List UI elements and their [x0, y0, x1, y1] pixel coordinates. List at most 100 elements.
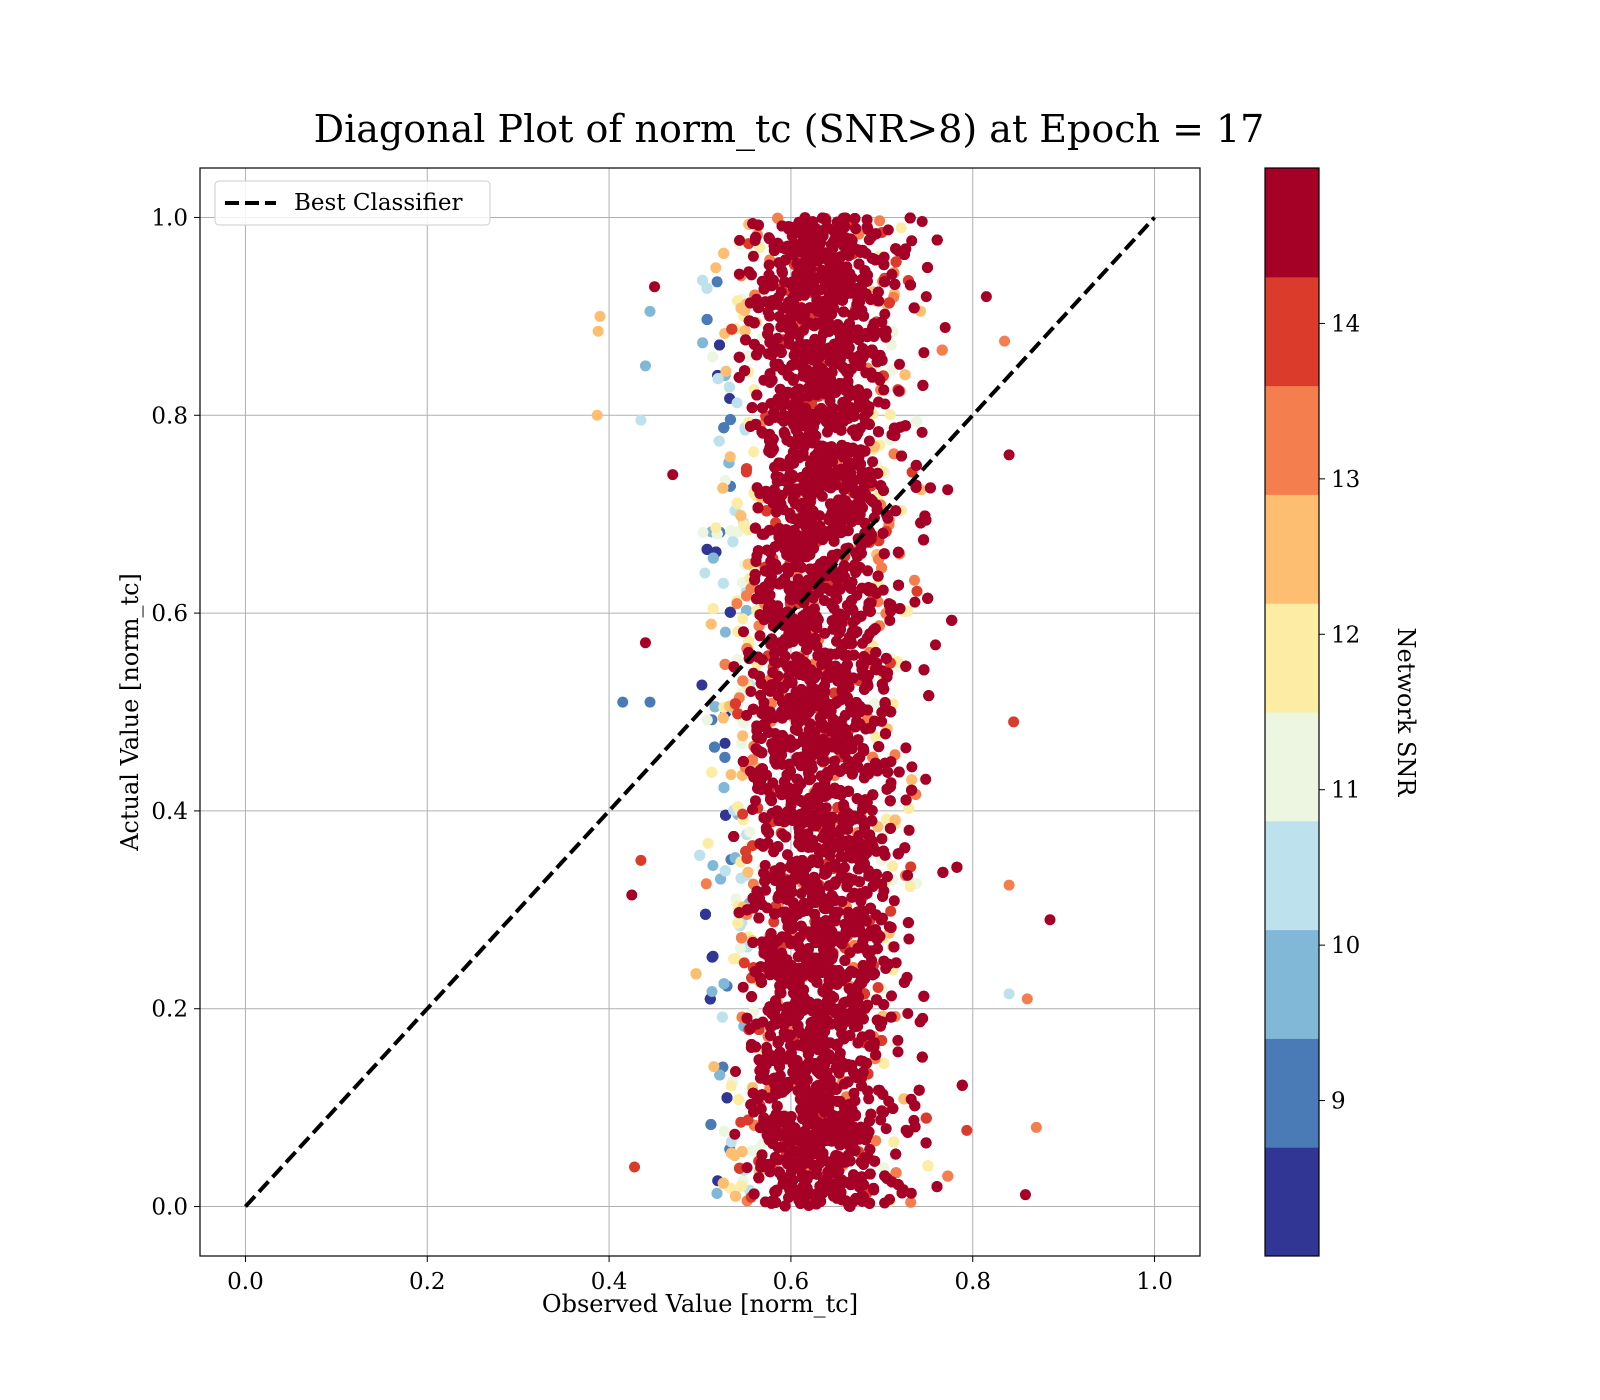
scatter-point: [759, 859, 771, 871]
scatter-point: [706, 766, 718, 778]
scatter-point: [796, 313, 808, 325]
scatter-point: [710, 522, 722, 534]
scatter-point: [717, 482, 729, 494]
scatter-point: [768, 612, 779, 624]
scatter-point: [743, 266, 755, 278]
scatter-point: [718, 422, 730, 434]
scatter-point: [709, 701, 721, 713]
scatter-point: [887, 860, 899, 872]
scatter-point: [724, 414, 736, 426]
scatter-point: [718, 247, 730, 259]
scatter-point: [876, 833, 888, 845]
scatter-point: [851, 715, 863, 727]
scatter-point: [880, 652, 892, 664]
scatter-point: [761, 505, 772, 517]
scatter-point: [911, 415, 923, 427]
scatter-point: [719, 865, 731, 877]
scatter-point: [719, 658, 731, 670]
scatter-point: [899, 369, 911, 381]
scatter-point: [737, 808, 749, 820]
scatter-point: [898, 976, 910, 988]
scatter-point: [876, 562, 888, 574]
scatter-point: [747, 804, 758, 815]
scatter-point: [905, 1196, 917, 1208]
scatter-point: [736, 932, 747, 944]
scatter-point: [936, 344, 948, 356]
scatter-point: [956, 1079, 968, 1091]
scatter-point: [738, 957, 750, 969]
scatter-point: [725, 769, 737, 781]
scatter-point: [707, 552, 719, 564]
scatter-point: [740, 466, 752, 478]
scatter-point: [893, 579, 904, 591]
scatter-point: [701, 543, 713, 555]
scatter-point: [710, 262, 722, 274]
scatter-point: [885, 339, 897, 351]
scatter-point: [705, 618, 717, 630]
scatter-point: [696, 679, 708, 691]
scatter-point: [730, 1066, 741, 1077]
scatter-point: [717, 577, 729, 589]
scatter-point: [719, 751, 731, 763]
scatter-point: [883, 297, 895, 309]
scatter-point: [905, 279, 916, 291]
scatter-point: [711, 1187, 723, 1199]
scatter-point: [911, 585, 923, 597]
scatter-point: [715, 873, 727, 885]
scatter-point: [924, 482, 936, 494]
scatter-point: [720, 809, 732, 821]
scatter-point: [709, 741, 720, 753]
scatter-point: [733, 268, 745, 280]
scatter-point: [903, 933, 915, 945]
chart-title: Diagonal Plot of norm_tc (SNR>8) at Epoc…: [314, 107, 1265, 152]
scatter-point: [862, 999, 873, 1011]
scatter-point: [885, 905, 897, 917]
scatter-point: [723, 381, 735, 393]
scatter-point: [700, 908, 711, 920]
scatter-point: [737, 675, 749, 687]
scatter-point: [874, 215, 886, 227]
scatter-point: [700, 878, 712, 890]
scatter-point: [731, 497, 743, 509]
scatter-point: [697, 527, 709, 538]
scatter-point: [741, 1012, 753, 1024]
scatter-point: [745, 686, 757, 697]
scatter-point: [961, 1124, 973, 1136]
scatter-point: [871, 994, 883, 1006]
scatter-point: [732, 708, 744, 720]
scatter-point: [717, 712, 729, 724]
scatter-point: [701, 314, 713, 325]
scatter-point: [838, 306, 850, 318]
scatter-point: [732, 917, 744, 929]
scatter-point: [702, 837, 714, 849]
scatter-point: [922, 592, 934, 604]
scatter-point: [878, 548, 890, 560]
scatter-point: [740, 845, 752, 857]
scatter-point: [737, 730, 749, 742]
scatter-point: [736, 1146, 748, 1157]
scatter-point: [738, 519, 750, 531]
scatter-point: [862, 565, 874, 577]
scatter-point: [697, 337, 709, 349]
scatter-point: [699, 567, 711, 579]
scatter-point: [741, 605, 752, 616]
scatter-point: [920, 1137, 932, 1149]
scatter-point: [717, 1177, 729, 1189]
scatter-point: [746, 754, 758, 766]
scatter-point: [888, 941, 900, 953]
scatter-point: [885, 1011, 897, 1023]
scatter-point: [861, 221, 873, 233]
scatter-point: [888, 1136, 900, 1148]
scatter-point: [884, 409, 896, 421]
scatter-point: [737, 981, 749, 993]
scatter-point: [741, 590, 753, 602]
scatter-point: [729, 698, 741, 710]
scatter-point: [718, 978, 730, 990]
scatter-point: [706, 986, 718, 997]
scatter-point: [751, 389, 763, 401]
scatter-point: [918, 347, 930, 359]
scatter-point: [942, 1170, 954, 1182]
scatter-point: [878, 1162, 890, 1174]
